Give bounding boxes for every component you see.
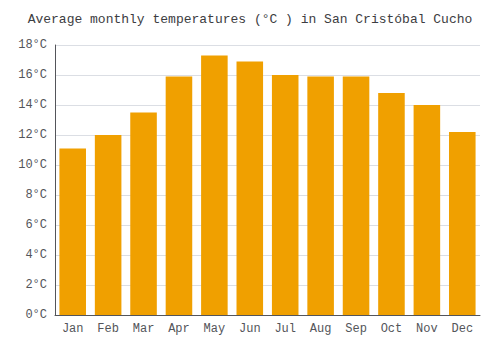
svg-text:Jan: Jan [62,322,84,336]
svg-text:May: May [204,322,226,336]
svg-text:Jul: Jul [274,322,296,336]
svg-text:14°C: 14°C [18,98,47,112]
svg-text:Sep: Sep [345,322,367,336]
svg-text:6°C: 6°C [25,218,47,232]
svg-text:4°C: 4°C [25,248,47,262]
svg-text:Dec: Dec [451,322,473,336]
svg-text:16°C: 16°C [18,68,47,82]
svg-text:Apr: Apr [168,322,190,336]
svg-text:0°C: 0°C [25,308,47,322]
svg-text:Nov: Nov [416,322,438,336]
svg-text:10°C: 10°C [18,158,47,172]
svg-text:Mar: Mar [133,322,155,336]
svg-text:Average monthly temperatures (: Average monthly temperatures (°C ) in Sa… [28,12,473,27]
svg-text:2°C: 2°C [25,278,47,292]
svg-text:Aug: Aug [310,322,332,336]
svg-text:Jun: Jun [239,322,261,336]
svg-text:12°C: 12°C [18,128,47,142]
svg-text:8°C: 8°C [25,188,47,202]
svg-text:Oct: Oct [381,322,403,336]
svg-text:18°C: 18°C [18,38,47,52]
svg-text:Feb: Feb [97,322,119,336]
